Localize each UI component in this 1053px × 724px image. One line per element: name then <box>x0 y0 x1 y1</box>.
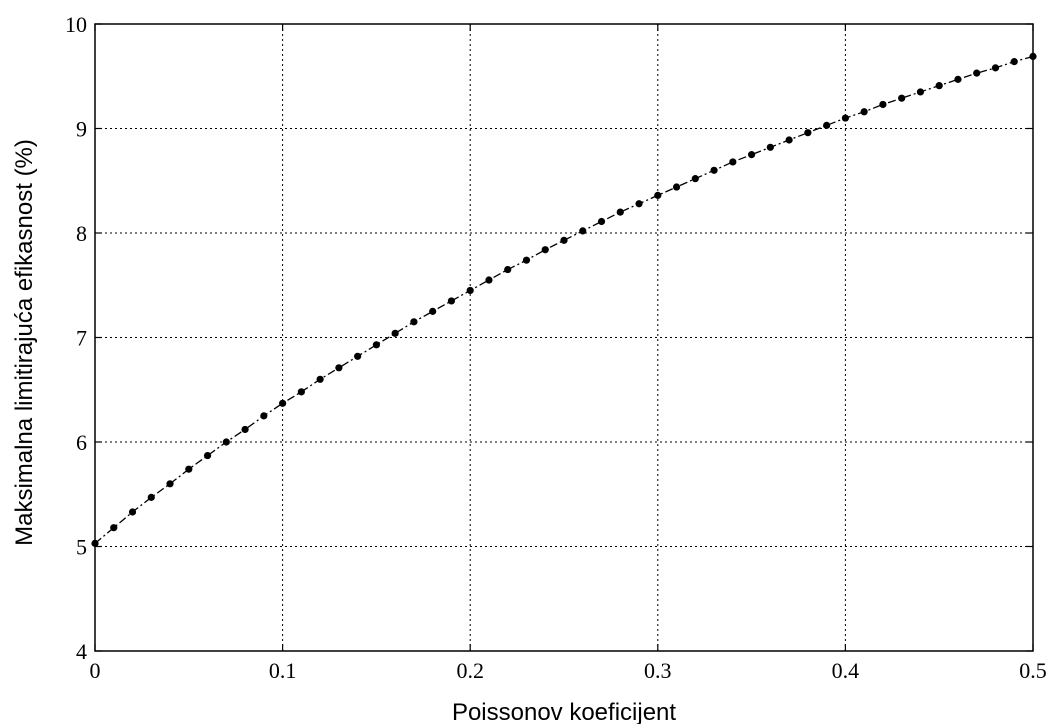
y-tick-label: 9 <box>76 117 87 142</box>
x-axis-ticks: 0 0.1 0.2 0.3 0.4 0.5 <box>90 24 1047 683</box>
data-point <box>410 318 418 326</box>
data-point <box>766 143 774 151</box>
data-point <box>616 208 624 216</box>
data-point <box>1029 52 1037 60</box>
data-point <box>860 108 868 116</box>
x-tick-label: 0.2 <box>456 658 484 683</box>
x-tick-label: 0.5 <box>1019 658 1047 683</box>
series-group <box>91 52 1037 547</box>
data-point <box>1010 58 1018 66</box>
data-point <box>916 88 925 96</box>
data-point <box>935 82 943 90</box>
data-point <box>447 297 456 305</box>
data-point <box>466 286 474 295</box>
data-point <box>898 94 906 102</box>
data-point <box>804 129 812 137</box>
data-point <box>954 75 962 83</box>
data-point <box>748 151 756 159</box>
data-point <box>279 399 287 407</box>
x-tick-label: 0.4 <box>832 658 860 683</box>
data-point <box>691 175 699 183</box>
y-axis-ticks: 4 5 6 7 8 9 10 <box>65 12 1033 664</box>
data-point <box>166 480 174 488</box>
data-point <box>991 64 1000 72</box>
data-point <box>91 539 99 547</box>
data-point <box>579 227 587 235</box>
x-tick-label: 0.1 <box>269 658 297 683</box>
data-point <box>372 341 380 349</box>
data-point <box>672 183 681 191</box>
data-point <box>222 438 230 446</box>
data-point <box>241 425 249 434</box>
data-point <box>597 217 606 226</box>
data-point <box>710 166 718 174</box>
data-point <box>522 256 531 264</box>
data-point <box>128 508 137 516</box>
data-point <box>429 307 437 315</box>
data-point <box>973 69 981 77</box>
series-line <box>94 55 1034 544</box>
data-point <box>823 121 831 129</box>
data-point <box>203 451 212 460</box>
data-point <box>504 265 512 274</box>
data-point <box>147 493 155 501</box>
data-point <box>879 100 887 109</box>
y-tick-label: 4 <box>76 639 87 664</box>
y-axis-title: Maksimalna limitirajuća efikasnost (%) <box>11 139 38 546</box>
data-point <box>354 352 362 360</box>
data-point <box>654 191 662 199</box>
data-point <box>485 276 493 284</box>
data-point <box>335 364 343 372</box>
data-point <box>635 200 643 208</box>
data-point <box>260 412 268 420</box>
data-point <box>110 524 118 532</box>
y-tick-label: 6 <box>76 430 87 455</box>
data-point <box>185 465 193 473</box>
data-point <box>391 329 399 337</box>
y-tick-label: 10 <box>65 12 87 37</box>
x-tick-label: 0 <box>90 658 101 683</box>
data-point <box>729 158 737 166</box>
data-point <box>316 375 324 383</box>
data-point <box>785 136 793 144</box>
data-point <box>560 236 568 244</box>
x-axis-title: Poissonov koeficijent <box>452 699 676 724</box>
data-point <box>297 388 305 396</box>
grid <box>95 24 1033 651</box>
data-point <box>541 246 549 254</box>
y-tick-label: 7 <box>76 326 87 351</box>
x-tick-label: 0.3 <box>644 658 672 683</box>
y-tick-label: 5 <box>76 535 87 560</box>
y-tick-label: 8 <box>76 221 87 246</box>
data-point <box>841 114 850 122</box>
